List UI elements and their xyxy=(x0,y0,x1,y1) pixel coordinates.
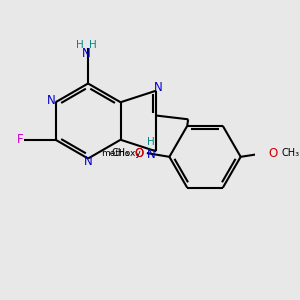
Text: N: N xyxy=(82,47,91,61)
Text: N: N xyxy=(154,81,163,94)
Text: F: F xyxy=(17,133,24,146)
Text: O: O xyxy=(134,147,143,160)
Text: CH₃: CH₃ xyxy=(282,148,300,158)
Text: H: H xyxy=(89,40,97,50)
Text: CH₃: CH₃ xyxy=(112,148,130,158)
Text: O: O xyxy=(134,147,143,160)
Text: methoxy: methoxy xyxy=(101,149,141,158)
Text: H: H xyxy=(147,137,155,147)
Text: N: N xyxy=(146,148,155,161)
Text: N: N xyxy=(46,94,55,107)
Text: H: H xyxy=(76,40,84,50)
Text: N: N xyxy=(84,155,92,168)
Text: O: O xyxy=(268,147,278,160)
